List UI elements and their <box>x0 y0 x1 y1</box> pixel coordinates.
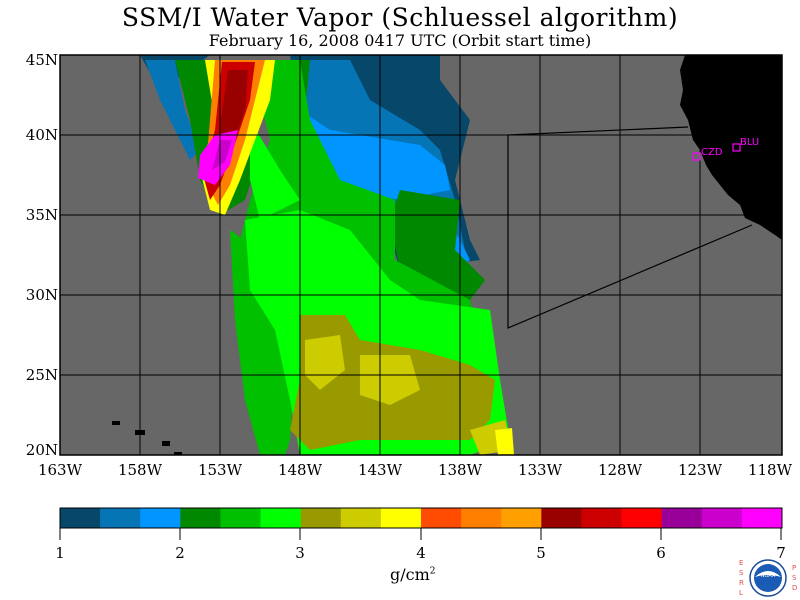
lon-label-133w: 133W <box>517 461 563 479</box>
lat-label-20n: 20N <box>25 441 58 459</box>
domain-outline <box>507 135 753 329</box>
colorbar-label-7: 7 <box>776 544 786 562</box>
map-title: SSM/I Water Vapor (Schluessel algorithm) <box>121 3 679 32</box>
grid-lines <box>60 55 782 455</box>
map-subtitle: February 16, 2008 0417 UTC (Orbit start … <box>208 31 592 50</box>
colorbar-cell <box>340 508 382 528</box>
lat-label-30n: 30N <box>25 286 58 304</box>
colorbar-cell <box>501 508 542 528</box>
logo-letter-r: R <box>739 579 744 587</box>
colorbar-cell <box>180 508 221 528</box>
map-frame <box>59 54 783 456</box>
logo-circle-inner <box>754 564 782 592</box>
lon-label-123w: 123W <box>677 461 723 479</box>
colorbar-cell <box>140 508 181 528</box>
colorbar-cell <box>741 508 783 528</box>
lon-label-153w: 153W <box>197 461 243 479</box>
plume-purple <box>212 140 232 170</box>
lat-label-35n: 35N <box>25 206 58 224</box>
logo-letter-p: P <box>792 564 796 572</box>
colorbar-cell <box>701 508 743 528</box>
lon-label-138w: 138W <box>437 461 483 479</box>
swath-yellow <box>495 428 514 455</box>
station-czd-label: CZD <box>701 147 723 158</box>
colorbar-units: g/cm2 <box>390 565 436 584</box>
colorbar-cell <box>220 508 262 528</box>
colorbar-cell <box>100 508 141 528</box>
colorbar-label-5: 5 <box>536 544 546 562</box>
noaa-logo: E S R L NOAA P S D <box>739 559 797 597</box>
colorbar-cell <box>260 508 302 528</box>
logo-letter-s: S <box>739 569 744 577</box>
lon-label-143w: 143W <box>357 461 403 479</box>
colorbar-cell <box>300 508 342 528</box>
colorbar-label-1: 1 <box>55 544 65 562</box>
colorbar-cell <box>461 508 502 528</box>
colorbar-cell <box>60 508 101 528</box>
colorbar-cell <box>661 508 703 528</box>
colorbar-label-2: 2 <box>175 544 185 562</box>
lon-label-163w: 163W <box>37 461 83 479</box>
logo-letter-d: D <box>792 584 797 592</box>
lon-label-128w: 128W <box>597 461 643 479</box>
island-4 <box>174 452 182 455</box>
lon-label-158w: 158W <box>117 461 163 479</box>
station-blu-marker <box>732 143 741 152</box>
lat-label-40n: 40N <box>25 126 58 144</box>
swath-dark-yellow-2 <box>360 355 420 405</box>
station-czd-marker <box>692 152 701 161</box>
colorbar-ticks <box>59 528 782 540</box>
colorbar <box>60 508 783 528</box>
colorbar-label-3: 3 <box>295 544 305 562</box>
island-3 <box>162 441 170 446</box>
island-1 <box>112 421 120 425</box>
land-north-america <box>680 55 782 240</box>
logo-letter-e: E <box>739 559 743 567</box>
logo-letter-s2: S <box>792 574 797 582</box>
colorbar-cell <box>621 508 663 528</box>
colorbar-cell <box>541 508 582 528</box>
logo-center-text: NOAA <box>761 573 776 579</box>
domain-top-edge <box>507 126 689 136</box>
colorbar-cell <box>581 508 623 528</box>
colorbar-units-superscript: 2 <box>429 566 436 577</box>
lon-label-148w: 148W <box>277 461 323 479</box>
colorbar-label-6: 6 <box>656 544 666 562</box>
colorbar-label-4: 4 <box>416 544 426 562</box>
swath-bright-green-2 <box>250 120 300 220</box>
lon-label-118w: 118W <box>747 461 793 479</box>
lat-label-45n: 45N <box>25 51 58 69</box>
logo-bird <box>755 571 781 577</box>
swath-dark-yellow <box>305 335 345 390</box>
logo-letter-l: L <box>739 589 743 597</box>
station-blu-label: BLU <box>740 137 760 148</box>
colorbar-units-text: g/cm <box>390 565 430 584</box>
lat-label-25n: 25N <box>25 366 58 384</box>
colorbar-cell <box>380 508 422 528</box>
colorbar-cell <box>421 508 462 528</box>
